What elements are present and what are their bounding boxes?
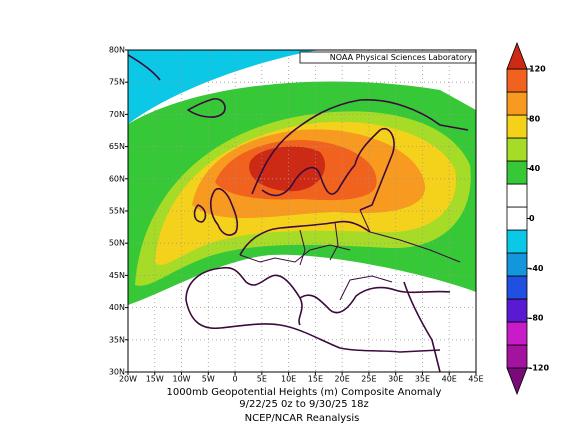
colorbar-band bbox=[506, 252, 528, 277]
lat-label: 35N bbox=[109, 335, 125, 344]
colorbar-band bbox=[506, 91, 528, 116]
colorbar-label: -40 bbox=[529, 264, 544, 273]
title-line: 1000mb Geopotential Heights (m) Composit… bbox=[167, 387, 442, 398]
credit: NOAA Physical Sciences Laboratory bbox=[330, 53, 473, 62]
lat-label: 80N bbox=[109, 46, 125, 55]
lon-label: 20W bbox=[119, 375, 137, 384]
lat-label: 30N bbox=[109, 368, 125, 377]
contour-negative bbox=[128, 50, 318, 124]
colorbar-band bbox=[506, 160, 528, 185]
colorbar-band bbox=[506, 183, 528, 208]
colorbar-label: -80 bbox=[529, 314, 544, 323]
colorbar-label: 120 bbox=[529, 65, 546, 74]
lon-label: 10W bbox=[172, 375, 190, 384]
lon-label: 30E bbox=[388, 375, 403, 384]
colorbar-band bbox=[506, 298, 528, 323]
lon-label: 0 bbox=[233, 375, 238, 384]
contour-120 bbox=[249, 146, 326, 192]
colorbar-label: 0 bbox=[529, 214, 535, 223]
lon-label: 35E bbox=[415, 375, 430, 384]
colorbar-band bbox=[506, 229, 528, 254]
axis-labels: 30N 35N 40N 45N 50N 55N 60N 65N 70N 75N 80N 20W 15W 1… bbox=[109, 46, 484, 384]
colorbar-label: 40 bbox=[529, 164, 541, 173]
coastlines bbox=[128, 54, 469, 372]
lon-label: 20E bbox=[335, 375, 350, 384]
colorbar-label: 80 bbox=[529, 114, 541, 123]
graticule bbox=[128, 50, 476, 372]
colorbar-band bbox=[506, 344, 528, 369]
lat-label: 55N bbox=[109, 207, 125, 216]
lon-label: 5E bbox=[257, 375, 267, 384]
lon-label: 25E bbox=[361, 375, 376, 384]
colorbar-triangle bbox=[506, 367, 528, 396]
lon-label: 10E bbox=[281, 375, 296, 384]
colorbar-triangle bbox=[506, 41, 528, 70]
lon-label: 15E bbox=[308, 375, 323, 384]
source: NCEP/NCAR Reanalysis bbox=[245, 413, 360, 424]
lon-label: 5W bbox=[202, 375, 215, 384]
colorbar-band bbox=[506, 137, 528, 162]
colorbar-band bbox=[506, 321, 528, 346]
lon-label: 15W bbox=[146, 375, 164, 384]
lat-label: 70N bbox=[109, 110, 125, 119]
lat-label: 65N bbox=[109, 142, 125, 151]
colorbar-band bbox=[506, 68, 528, 93]
colorbar: -120 -80 -40 0 40 80 120 bbox=[506, 41, 549, 396]
colorbar-band bbox=[506, 206, 528, 231]
colorbar-band bbox=[506, 275, 528, 300]
lat-label: 40N bbox=[109, 303, 125, 312]
map-area bbox=[128, 50, 476, 372]
lon-label: 40E bbox=[442, 375, 457, 384]
lat-label: 75N bbox=[109, 78, 125, 87]
lat-label: 60N bbox=[109, 174, 125, 183]
colorbar-band bbox=[506, 114, 528, 139]
colorbar-label: -120 bbox=[529, 364, 549, 373]
lat-label: 50N bbox=[109, 239, 125, 248]
title-line: 9/22/25 0z to 9/30/25 18z bbox=[239, 399, 368, 410]
lat-label: 45N bbox=[109, 271, 125, 280]
lon-label: 45E bbox=[468, 375, 483, 384]
